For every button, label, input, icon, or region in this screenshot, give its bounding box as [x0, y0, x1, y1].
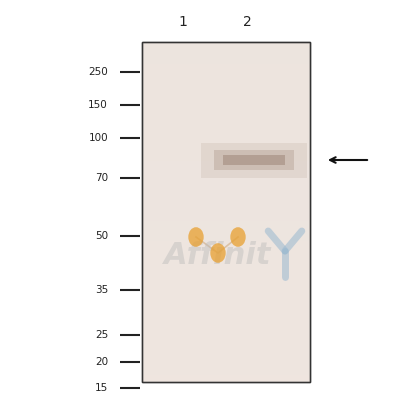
Text: 50: 50: [95, 231, 108, 241]
Text: 2: 2: [243, 15, 251, 29]
Text: 100: 100: [88, 133, 108, 143]
Bar: [223, 155, 285, 165]
Text: 70: 70: [95, 173, 108, 183]
Ellipse shape: [230, 227, 246, 247]
Text: Affinit: Affinit: [164, 240, 272, 270]
Bar: [201, 142, 307, 178]
Bar: [142, 42, 310, 382]
Text: 250: 250: [88, 67, 108, 77]
Text: 25: 25: [95, 330, 108, 340]
Text: 20: 20: [95, 357, 108, 367]
Bar: [142, 42, 310, 382]
Text: 150: 150: [88, 100, 108, 110]
Text: 15: 15: [95, 383, 108, 393]
Text: 1: 1: [178, 15, 188, 29]
Ellipse shape: [188, 227, 204, 247]
Bar: [214, 150, 294, 170]
Text: 35: 35: [95, 285, 108, 295]
Ellipse shape: [210, 243, 226, 263]
